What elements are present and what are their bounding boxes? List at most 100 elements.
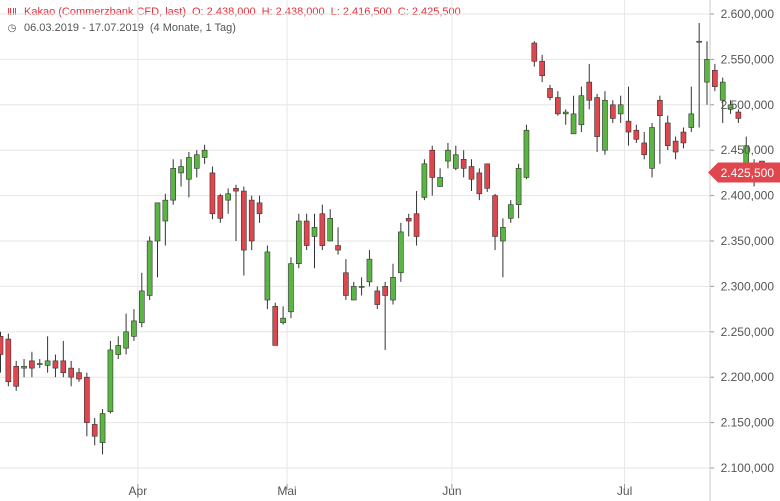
candle <box>547 84 553 101</box>
candle-body <box>139 290 145 324</box>
candle <box>0 331 4 373</box>
candle-body <box>233 188 239 192</box>
candle <box>460 150 467 178</box>
y-tick-label: 2.200,000 <box>721 370 775 384</box>
candle <box>664 115 671 151</box>
candle-body <box>664 122 671 146</box>
candle <box>209 166 216 220</box>
candle-body <box>248 199 255 242</box>
candle <box>680 127 687 149</box>
candle-body <box>358 286 365 288</box>
candle-body <box>374 290 381 305</box>
candle-body <box>217 195 224 219</box>
y-tick-label: 2.300,000 <box>721 279 775 293</box>
candle-body <box>68 367 74 378</box>
candle-body <box>460 158 467 169</box>
candle-body <box>609 104 616 119</box>
candle-body <box>280 317 286 324</box>
x-axis: Apr Mai Jun Jul <box>129 484 632 498</box>
candle-body <box>672 140 679 153</box>
candle <box>390 263 396 305</box>
candle-body <box>727 104 734 110</box>
candle <box>555 91 561 116</box>
candle-body <box>366 258 373 283</box>
candle <box>476 168 483 201</box>
candle-body <box>735 111 742 119</box>
candle <box>241 186 247 276</box>
candle <box>36 359 43 369</box>
candle-body <box>29 360 35 369</box>
candle-body <box>335 245 341 251</box>
candle <box>264 245 271 310</box>
candle-body <box>256 202 263 215</box>
candle-body <box>688 113 695 128</box>
candle-body <box>476 172 483 195</box>
candle <box>421 159 428 201</box>
candle <box>366 250 373 287</box>
candle <box>272 302 279 346</box>
candle <box>52 354 59 378</box>
candle-body <box>696 40 702 43</box>
candle-body <box>657 99 663 116</box>
candle-body <box>413 213 420 237</box>
candle-body <box>209 172 216 215</box>
candle <box>657 95 663 164</box>
candle-body <box>36 363 43 365</box>
candle-body <box>405 218 412 222</box>
candle <box>602 91 608 155</box>
candle-body <box>500 227 506 242</box>
high-value: H: 2.438,000 <box>261 6 325 18</box>
candle-body <box>531 42 538 62</box>
candle-body <box>5 338 12 383</box>
candle-body <box>201 149 208 158</box>
last-price-flag <box>708 162 780 183</box>
date-range: 06.03.2019 - 17.07.2019 <box>24 22 144 34</box>
chart-header-quote: ⅡⅡ Kakao (Commerzbank CFD, last) O: 2.438,… <box>6 6 467 18</box>
candle-body <box>60 360 67 373</box>
y-tick-label: 2.350,000 <box>721 234 775 248</box>
candle <box>186 152 192 198</box>
candle <box>641 132 648 160</box>
y-axis: 2.100,000 2.150,000 2.200,000 2.250,000 2.30… <box>709 0 775 501</box>
candle <box>107 340 114 414</box>
y-tick-label: 2.600,000 <box>721 7 775 21</box>
candle <box>358 277 365 296</box>
candle-body <box>429 149 436 178</box>
candle <box>335 227 341 255</box>
x-tick-label: Apr <box>129 484 148 498</box>
candle <box>225 188 231 214</box>
candle-body <box>131 320 137 337</box>
y-tick-label: 2.250,000 <box>721 325 775 339</box>
candle <box>311 213 318 269</box>
candle <box>303 213 310 251</box>
candle-body <box>641 142 648 156</box>
candle <box>327 209 334 242</box>
candle-body <box>350 286 357 301</box>
candle <box>201 144 208 164</box>
candle-body <box>303 220 310 246</box>
candle <box>704 41 710 105</box>
candle-body <box>264 251 271 301</box>
candle <box>139 272 145 328</box>
candle-body <box>123 331 129 349</box>
candle <box>633 124 640 143</box>
candle <box>719 77 726 123</box>
candle-body <box>437 177 443 187</box>
candle <box>256 195 263 223</box>
chart-header-range: ◷ 06.03.2019 - 17.07.2019 (4 Monate, 1 Tag… <box>6 22 242 34</box>
candle-body <box>555 97 561 115</box>
candle <box>452 145 459 171</box>
candle-body <box>146 240 153 296</box>
candle-body <box>76 372 82 380</box>
grid <box>0 0 710 484</box>
candle-body <box>523 129 530 178</box>
candle <box>60 340 67 378</box>
candle-body <box>44 360 51 366</box>
candle-body <box>586 81 593 101</box>
candle-body <box>578 95 585 126</box>
candle-body <box>225 193 231 201</box>
candle-body <box>468 166 475 180</box>
candle <box>343 259 349 301</box>
